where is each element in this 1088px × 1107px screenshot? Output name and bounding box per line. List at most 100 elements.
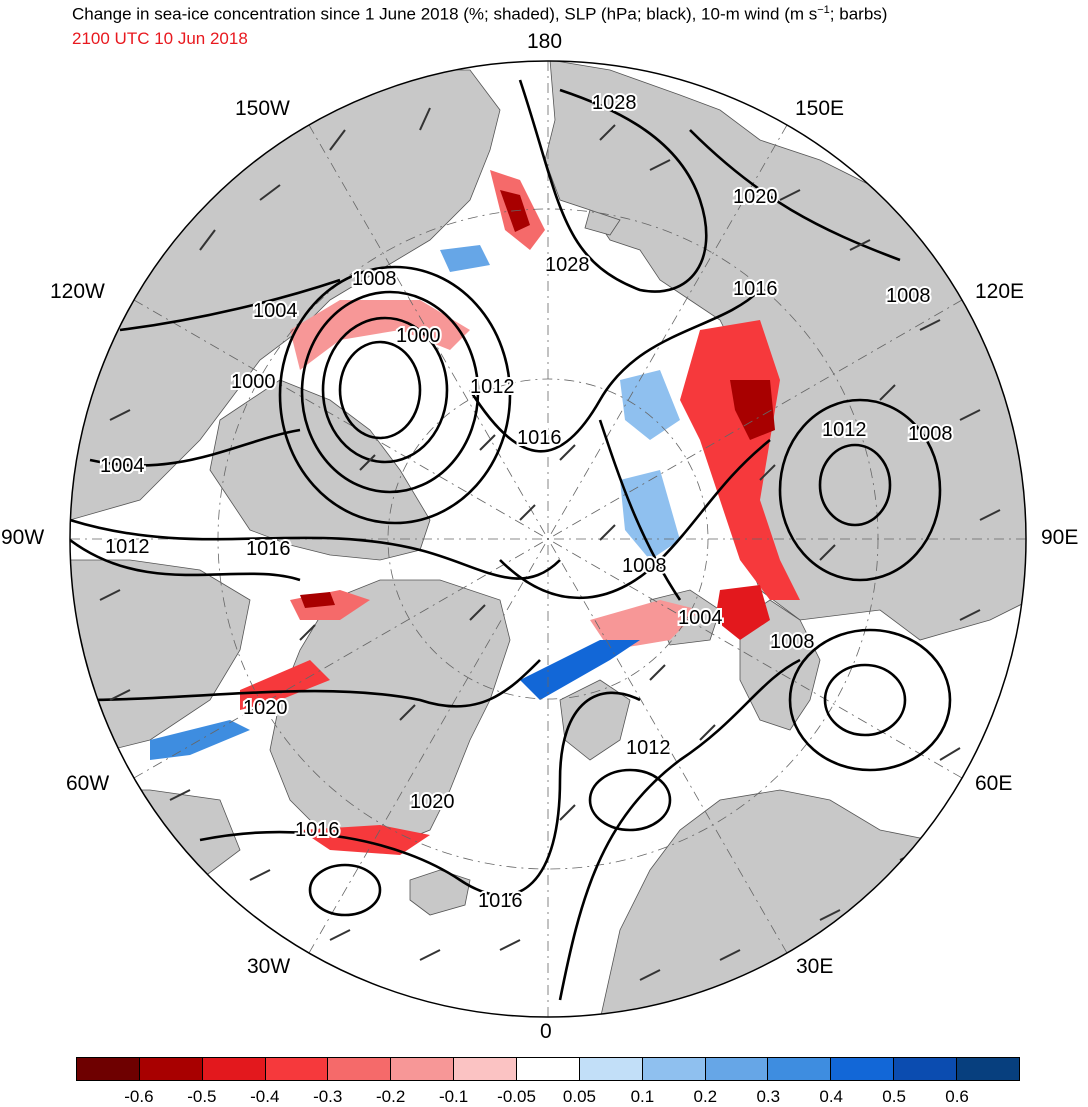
- ice-loss-baffin-core: [300, 592, 335, 608]
- ice-gain-labrador: [150, 720, 250, 760]
- slp-label: 1008: [886, 285, 931, 307]
- contour-laptev-1008: [598, 419, 682, 601]
- slp-label: 1016: [295, 819, 340, 841]
- lon-label-180: 180: [527, 30, 563, 53]
- land-iceland: [409, 869, 471, 916]
- low-beaufort-1000: [321, 316, 449, 464]
- slp-label: 1008: [352, 268, 397, 290]
- slp-label: 1004: [100, 455, 145, 477]
- slp-label: 1016: [517, 427, 562, 449]
- low-siberia-1008: [778, 398, 942, 582]
- low-kara-inner: [823, 663, 907, 737]
- slp-label: 1016: [246, 538, 291, 560]
- slp-label: 1012: [626, 737, 671, 759]
- ice-loss-barents: [590, 600, 700, 650]
- colorbar-tick-label: 0.5: [882, 1087, 906, 1106]
- colorbar-tick-label: -0.1: [438, 1087, 469, 1106]
- contour-canada-1012: [70, 538, 301, 582]
- ice-loss-greenland-west: [240, 660, 330, 710]
- meridian-120e-60w: [133, 299, 963, 779]
- ice-loss-laptev-core: [730, 380, 775, 440]
- slp-contour-labels: 1028 1020 1028 1016 1008 1008 1004 1000 …: [98, 90, 955, 914]
- latitude-circle-inner: [387, 378, 709, 700]
- map-title: Change in sea-ice concentration since 1 …: [72, 4, 887, 25]
- slp-label: 1008: [770, 631, 815, 653]
- contour-alaska-1008: [119, 278, 341, 332]
- colorbar-tick-label: -0.5: [187, 1087, 217, 1106]
- colorbar-swatch: [894, 1058, 958, 1080]
- colorbar-tick-label: 0.4: [819, 1087, 844, 1106]
- colorbar-swatch: [831, 1058, 895, 1080]
- slp-label: 1020: [733, 186, 778, 208]
- low-kara-1004: [788, 628, 952, 772]
- colorbar-swatch: [705, 1058, 769, 1080]
- ice-gain-central: [620, 470, 680, 560]
- title-main: Change in sea-ice concentration since 1 …: [72, 4, 818, 24]
- slp-label: 1028: [592, 92, 637, 114]
- contour-canada-1016: [70, 518, 561, 580]
- ice-loss-beaufort: [290, 300, 470, 370]
- ice-gain-east-siberian: [620, 370, 680, 440]
- lon-label-90w: 90W: [1, 526, 45, 549]
- colorbar-swatch: [454, 1058, 518, 1080]
- slp-label: 1004: [253, 300, 298, 322]
- colorbar: [76, 1057, 1020, 1081]
- map-border: [69, 60, 1027, 1018]
- slp-label: 1020: [410, 791, 455, 813]
- colorbar-swatch: [957, 1058, 1019, 1080]
- slp-label: 1012: [105, 536, 150, 558]
- colorbar-swatch: [391, 1058, 455, 1080]
- high-atlantic-inner: [308, 863, 382, 917]
- sea-ice-change-shading: [150, 170, 800, 855]
- land-canada-south: [70, 789, 241, 901]
- colorbar-tick-label: 0.1: [630, 1087, 655, 1106]
- colorbar-swatch: [265, 1058, 329, 1080]
- slp-contours: [70, 79, 952, 1001]
- colorbar-swatch: [517, 1058, 580, 1080]
- colorbar-swatch: [328, 1058, 392, 1080]
- contour-norwegian-1012: [558, 658, 801, 1001]
- low-beaufort-inner: [338, 340, 422, 440]
- colorbar-swatch: [768, 1058, 832, 1080]
- low-siberia-inner: [818, 443, 892, 527]
- land-canadian-archipelago: [209, 379, 431, 561]
- contour-pole-1012: [499, 438, 771, 600]
- slp-label: 1008: [908, 423, 953, 445]
- contour-alaska-1004: [89, 428, 301, 467]
- lon-label-30e: 30E: [796, 955, 834, 978]
- slp-label: 1004: [678, 607, 723, 629]
- slp-label: 1000: [396, 325, 441, 347]
- colorbar-swatch: [642, 1058, 706, 1080]
- lon-label-90e: 90E: [1041, 526, 1079, 549]
- ice-gain-fram: [520, 640, 640, 700]
- slp-label: 1016: [733, 278, 778, 300]
- colorbar-tick-label: 0.2: [693, 1087, 718, 1106]
- ice-loss-kara: [715, 585, 770, 640]
- ice-loss-greenland-south: [300, 825, 430, 855]
- low-beaufort-1008: [278, 265, 512, 525]
- lon-label-60e: 60E: [975, 772, 1013, 795]
- lon-label-120e: 120E: [975, 280, 1025, 303]
- polar-map: 1028 1020 1028 1016 1008 1008 1004 1000 …: [69, 60, 1027, 1018]
- slp-label: 1012: [470, 376, 515, 398]
- title-unit-exponent: −1: [817, 4, 830, 16]
- lon-label-150e: 150E: [795, 97, 845, 120]
- valid-time-stamp: 2100 UTC 10 Jun 2018: [72, 29, 248, 48]
- slp-label: 1000: [231, 371, 276, 393]
- slp-label: 1028: [545, 254, 590, 276]
- lon-label-150w: 150W: [235, 97, 290, 120]
- contour-greenland-1020: [79, 659, 541, 708]
- colorbar-tick-label: -0.6: [124, 1087, 154, 1106]
- colorbar-swatch: [139, 1058, 203, 1080]
- lon-label-30w: 30W: [247, 955, 291, 978]
- high-norwegian-inner: [588, 768, 672, 832]
- contour-chukotka-1020: [689, 129, 901, 262]
- colorbar-tick-label: 0.3: [756, 1087, 781, 1106]
- lon-label-60w: 60W: [66, 772, 110, 795]
- slp-label: 1016: [478, 890, 523, 912]
- colorbar-tick-label: -0.3: [313, 1087, 343, 1106]
- colorbar-swatch: [579, 1058, 643, 1080]
- lon-label-0: 0: [540, 1020, 552, 1043]
- contour-high-east-siberian: [518, 79, 708, 293]
- ice-gain-beaufort-edge: [440, 245, 490, 272]
